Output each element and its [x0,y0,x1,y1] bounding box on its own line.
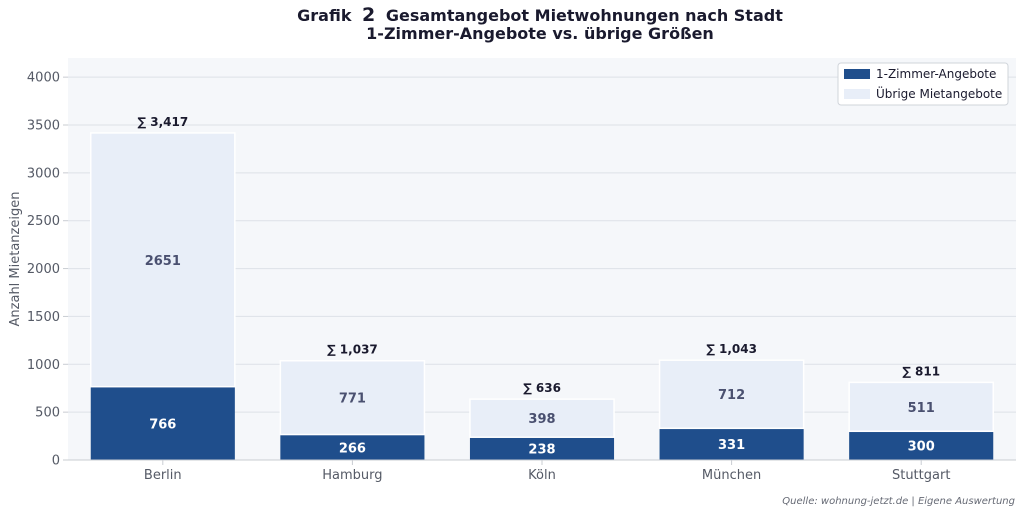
bars [90,132,994,460]
value-label-one-room: 766 [149,417,176,432]
chart-title: Grafik 2 Gesamtangebot Mietwohnungen nac… [297,4,783,26]
source-note: Quelle: wohnung-jetzt.de | Eigene Auswer… [782,496,1015,507]
bar-other-berlin [90,132,236,388]
chart-title-rest: Gesamtangebot Mietwohnungen nach Stadt [386,6,783,25]
legend-box [837,62,1009,106]
legend-swatch-one-room [844,69,870,79]
value-label-other: 511 [908,401,935,416]
chart-title-prefix: Grafik [297,6,352,25]
legend-label-other: Übrige Mietangebote [876,85,1002,101]
y-tick-label: 3500 [27,119,60,134]
y-tick-label: 3000 [27,166,60,181]
total-label: ∑ 811 [902,364,940,378]
total-label: ∑ 1,043 [706,342,757,356]
bar-other-köln [469,398,615,438]
chart-subtitle: 1-Zimmer-Angebote vs. übrige Größen [366,24,714,43]
data-labels: 766 2651 ∑ 3,417 266 771 ∑ 1,037 238 398 ∑ 636 33… [137,115,940,458]
y-tick-label: 1000 [27,358,60,373]
bar-one-room-münchen [659,428,804,460]
bar-other-hamburg [279,359,426,436]
value-label-other: 771 [339,392,366,407]
value-label-other: 2651 [145,254,181,269]
y-tick-label: 2500 [27,214,60,229]
total-label: ∑ 1,037 [327,343,378,357]
chart-title-number: 2 [362,4,375,26]
total-label: ∑ 636 [523,381,561,395]
value-label-one-room: 266 [339,441,366,456]
x-tick-label: Stuttgart [892,468,950,483]
value-label-other: 398 [528,412,555,427]
bar-one-room-hamburg [280,434,425,460]
value-label-one-room: 331 [718,438,745,453]
y-tick-label: 1500 [27,310,60,325]
y-tick-label: 2000 [27,262,60,277]
bar-other-münchen [658,359,805,430]
total-label: ∑ 3,417 [137,115,188,129]
x-tick-label: Köln [528,468,556,483]
y-tick-label: 4000 [27,71,60,86]
x-tick-label: Hamburg [322,468,382,483]
value-label-other: 712 [718,388,745,403]
bar-one-room-stuttgart [849,431,994,460]
y-axis-label: Anzahl Mietanzeigen [8,192,23,327]
legend-swatch-other [844,89,870,99]
value-label-one-room: 300 [908,440,935,455]
value-label-one-room: 238 [528,443,555,458]
y-tick-label: 0 [52,454,60,469]
bar-one-room-köln [469,437,615,460]
legend: 1-Zimmer-Angebote Übrige Mietangebote [837,62,1009,106]
axes: 0 500 1000 1500 2000 2500 3000 3500 4000 Berlin Ha… [27,71,1016,483]
bar-one-room-berlin [90,386,235,460]
x-tick-label: München [702,468,761,483]
legend-label-one-room: 1-Zimmer-Angebote [876,67,996,81]
bar-other-stuttgart [848,381,994,433]
x-tick-label: Berlin [144,468,182,483]
y-tick-label: 500 [35,406,60,421]
